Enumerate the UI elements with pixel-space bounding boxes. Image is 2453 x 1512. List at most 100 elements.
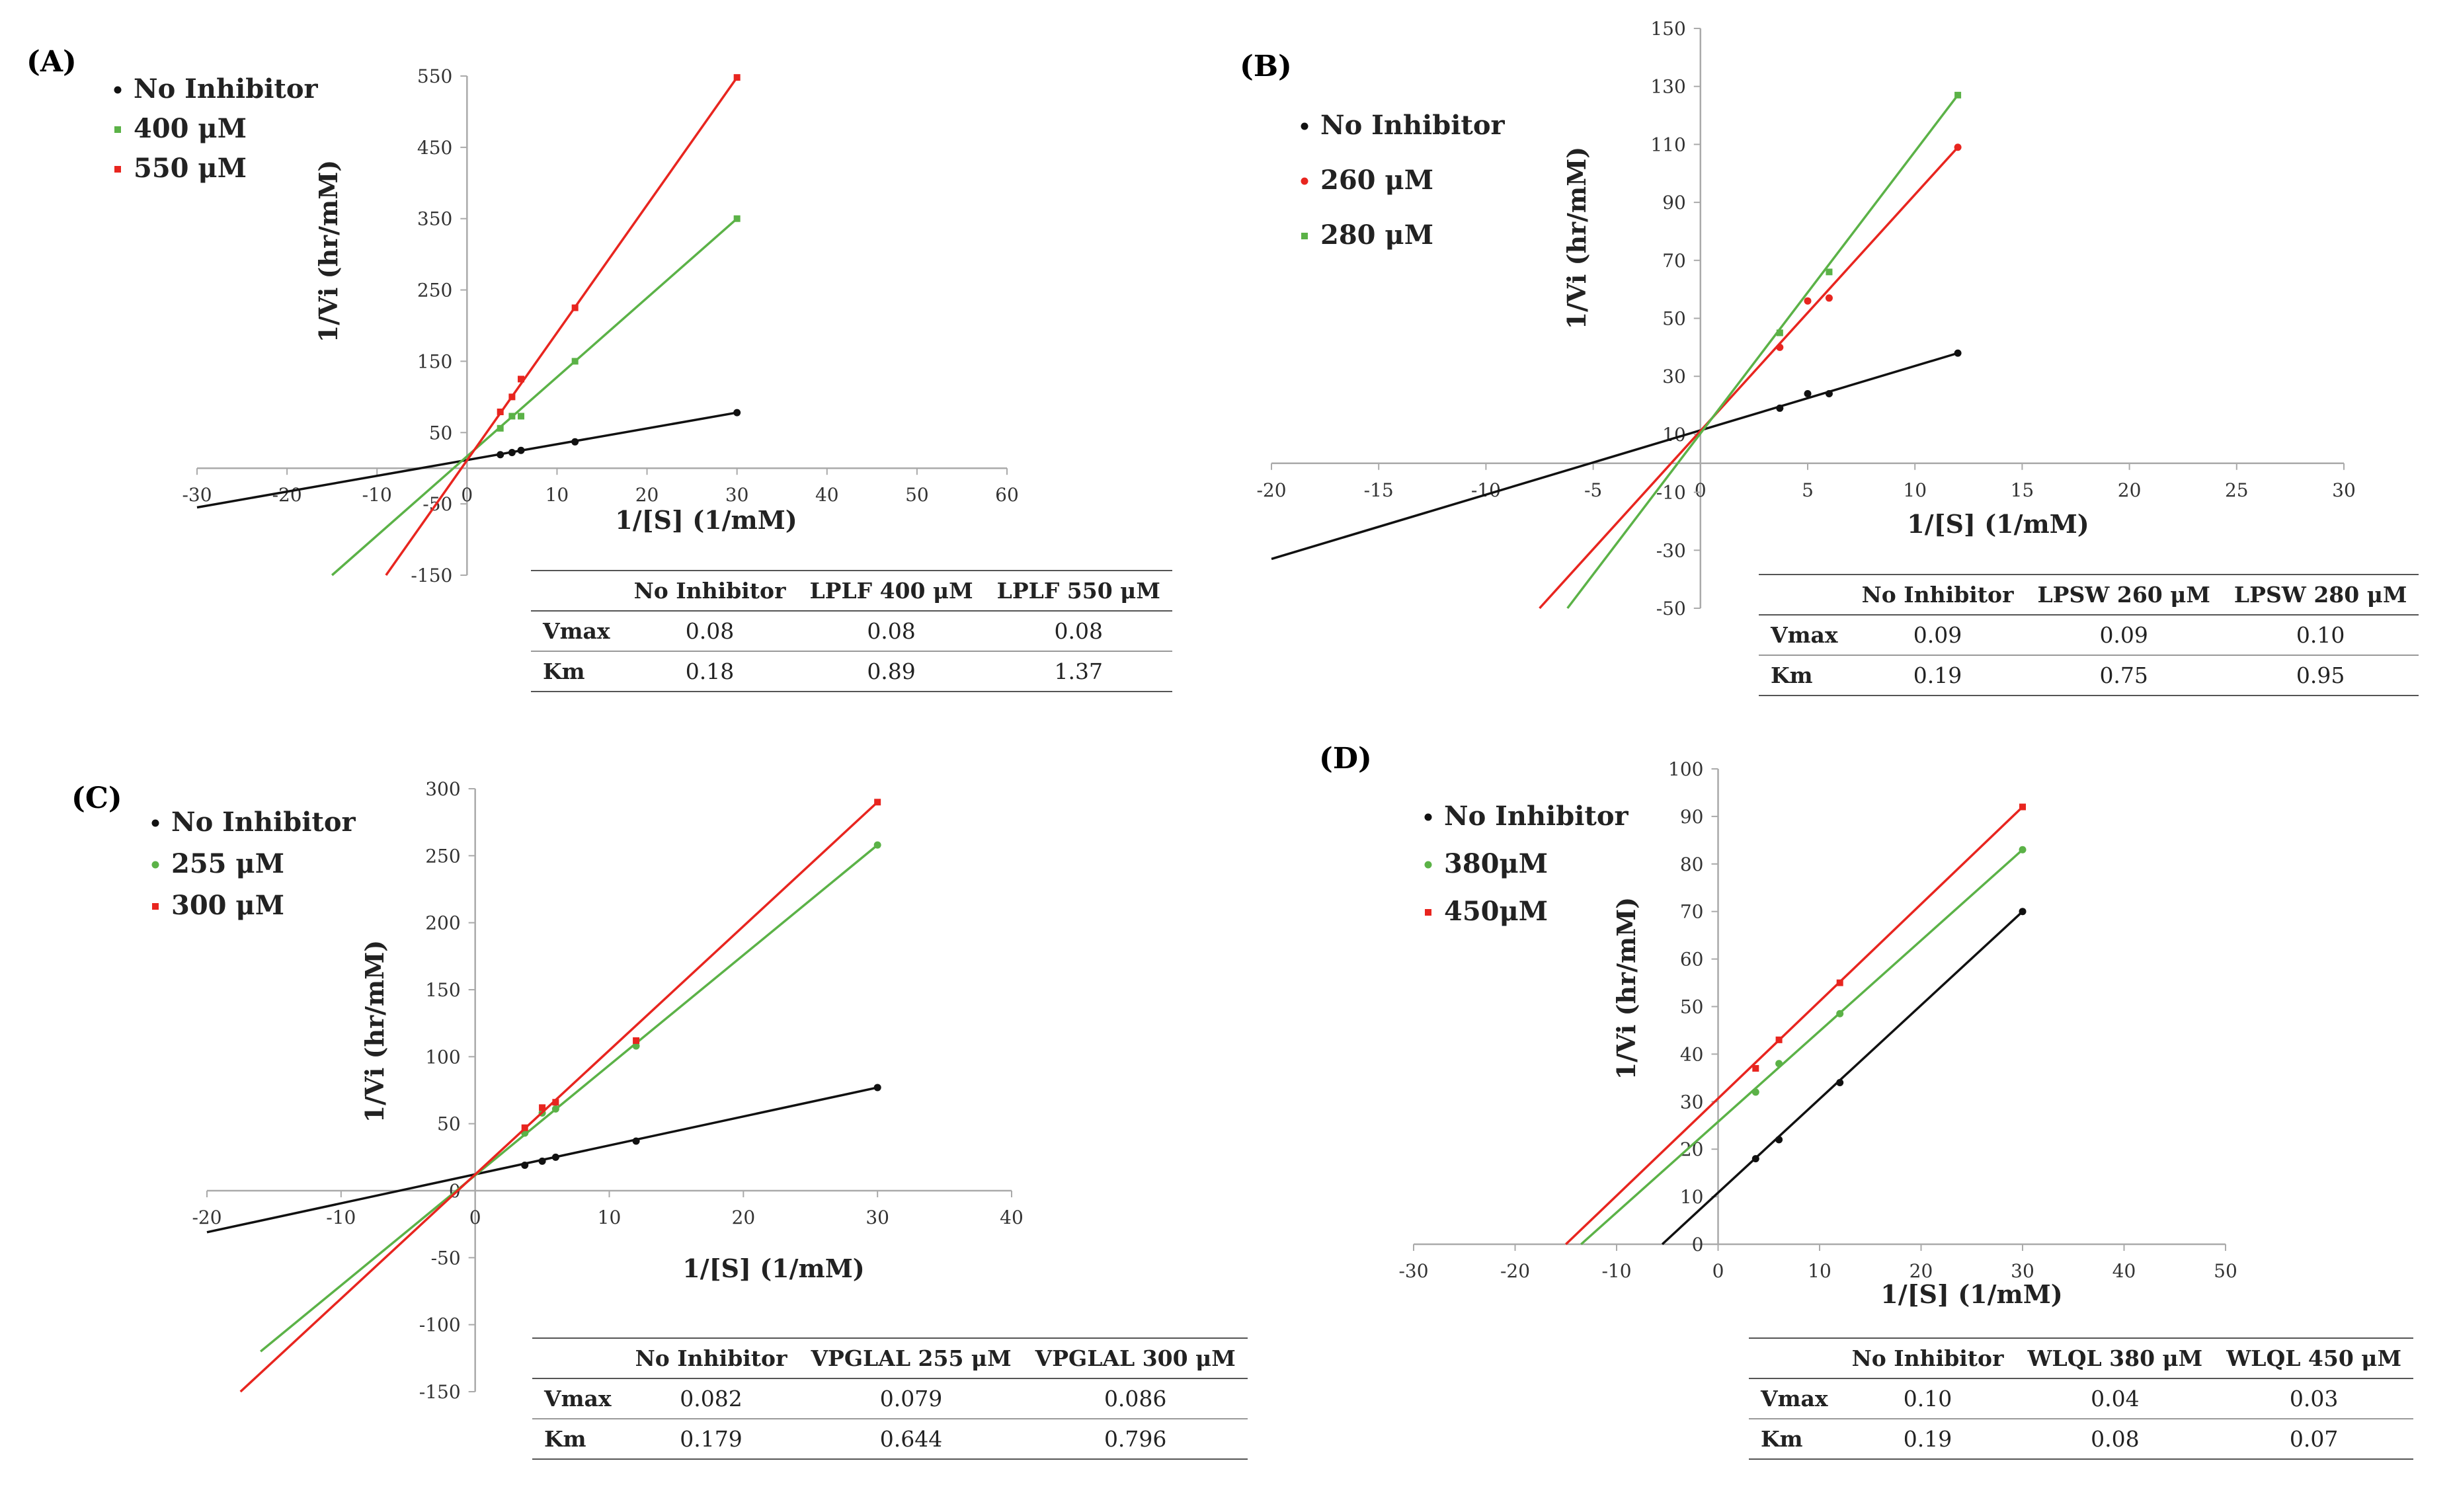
table-header-cell: [531, 571, 622, 611]
data-point: [1825, 390, 1833, 398]
table-cell: 0.18: [685, 658, 735, 684]
data-point: [517, 446, 525, 454]
x-tick-label: 30: [2332, 479, 2356, 501]
data-point: [1775, 1036, 1783, 1043]
table-row: Vmax 0.08 0.08 0.08: [531, 611, 1172, 651]
table-row: Km 0.18 0.89 1.37: [531, 651, 1172, 692]
x-tick-label: 0: [461, 484, 473, 506]
data-point: [1954, 91, 1962, 99]
y-tick-label: -50: [422, 493, 452, 515]
table-header-cell: WLQL 380 μM: [2027, 1345, 2203, 1371]
data-point: [632, 1042, 640, 1050]
y-tick-label: 200: [425, 912, 460, 934]
x-tick-label: 20: [1910, 1260, 1933, 1282]
kinetics-table-c: No Inhibitor VPGLAL 255 μM VPGLAL 300 μM Vm…: [532, 1337, 1248, 1460]
table-cell: 0.09: [1913, 622, 1962, 648]
y-tick-label: 90: [1662, 192, 1686, 214]
table-cell: 0.19: [1913, 662, 1962, 688]
legend-marker: [1301, 177, 1308, 185]
x-tick-label: 0: [1695, 479, 1707, 501]
x-tick-label: 50: [2214, 1260, 2237, 1282]
y-tick-label: 70: [1662, 250, 1686, 272]
legend-marker: [1301, 233, 1308, 239]
data-point: [2019, 803, 2026, 811]
x-tick-label: 40: [1000, 1207, 1024, 1228]
legend-marker: [1425, 909, 1431, 916]
y-tick-label: -50: [1656, 598, 1686, 619]
x-tick-label: 40: [2112, 1260, 2136, 1282]
y-tick-label: 90: [1680, 806, 1704, 828]
data-point: [539, 1104, 546, 1111]
series-line-3: [1566, 94, 1959, 610]
x-tick-label: -10: [1601, 1260, 1631, 1282]
series-line-2: [1539, 146, 1959, 610]
table-row-label: Km: [543, 658, 585, 684]
table-cell: 0.03: [2289, 1386, 2339, 1412]
x-tick-label: -30: [1398, 1260, 1428, 1282]
kinetics-table-a: No Inhibitor LPLF 400 μM LPLF 550 μM Vmax 0.…: [531, 570, 1172, 692]
data-point: [508, 413, 516, 420]
data-point: [2019, 908, 2027, 916]
y-tick-label: 10: [1680, 1186, 1704, 1208]
data-point: [521, 1161, 529, 1169]
table-row-label: Vmax: [1771, 622, 1838, 648]
x-tick-label: -30: [182, 484, 212, 506]
y-tick-label: 250: [425, 845, 460, 867]
y-tick-label: 550: [417, 65, 452, 87]
x-tick-label: 60: [995, 484, 1019, 506]
table-cell: 0.09: [2099, 622, 2148, 648]
x-tick-label: -15: [1364, 479, 1394, 501]
panel-label-d: (D): [1319, 742, 1372, 776]
x-tick-label: 5: [1802, 479, 1814, 501]
y-tick-label: 60: [1680, 949, 1704, 971]
series-line-3: [385, 77, 739, 577]
table-header-cell: VPGLAL 255 μM: [811, 1345, 1012, 1371]
legend-marker: [1301, 122, 1308, 130]
x-tick-label: -20: [192, 1207, 221, 1228]
table-cell: 0.19: [1903, 1426, 1952, 1452]
data-point: [1804, 390, 1812, 398]
data-point: [1836, 979, 1843, 986]
data-point: [2019, 846, 2027, 854]
table-row-label: Vmax: [543, 618, 610, 644]
y-tick-label: 50: [429, 422, 453, 444]
data-point: [633, 1037, 640, 1045]
y-tick-label: -150: [411, 565, 452, 586]
kinetics-table-b: No Inhibitor LPSW 260 μM LPSW 280 μM Vmax 0.…: [1759, 574, 2419, 696]
series-line-1: [1661, 910, 2024, 1246]
data-point: [497, 409, 504, 416]
panel-label-c: (C): [71, 781, 122, 815]
y-axis-title: 1/Vi (hr/mM): [313, 160, 343, 343]
data-point: [874, 799, 881, 806]
y-tick-label: 130: [1650, 76, 1685, 98]
table-row-label: Km: [544, 1426, 586, 1452]
data-point: [1954, 143, 1962, 151]
series-line-2: [1580, 848, 2024, 1246]
table-header-cell: [1749, 1338, 1840, 1378]
x-tick-label: -20: [1256, 479, 1286, 501]
x-axis-title: 1/[S] (1/mM): [615, 505, 797, 535]
y-tick-label: -50: [431, 1247, 461, 1269]
legend-marker: [114, 166, 121, 173]
legend-label: No Inhibitor: [1320, 110, 1506, 141]
series-line-2: [331, 218, 738, 577]
legend-label: 280 μM: [1320, 219, 1433, 251]
legend-marker: [151, 819, 159, 827]
data-point: [551, 1105, 559, 1113]
data-point: [571, 358, 579, 365]
table-cell: 0.179: [680, 1426, 743, 1452]
x-tick-label: 30: [865, 1207, 889, 1228]
y-tick-label: 150: [425, 979, 460, 1001]
table-header-cell: No Inhibitor: [635, 1345, 787, 1371]
legend-label: No Inhibitor: [171, 807, 356, 838]
legend-label: 300 μM: [171, 890, 284, 921]
data-point: [497, 424, 504, 432]
table-header-cell: No Inhibitor: [1861, 582, 2014, 608]
y-tick-label: 30: [1680, 1091, 1704, 1113]
data-point: [1775, 1136, 1783, 1144]
x-tick-label: 0: [469, 1207, 481, 1228]
legend-marker: [152, 903, 159, 910]
data-point: [1776, 329, 1783, 337]
data-point: [552, 1099, 559, 1106]
